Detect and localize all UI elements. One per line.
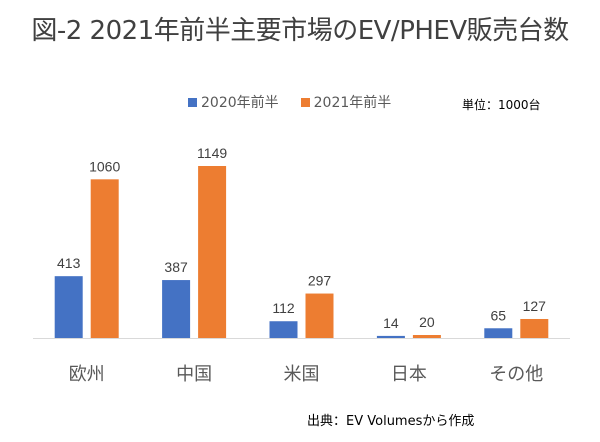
bar-2020-3 xyxy=(376,335,405,338)
legend-item-2021: 2021年前半 xyxy=(300,92,392,112)
source-note: 出典：EV Volumesから作成 xyxy=(307,414,475,429)
legend-item-2020: 2020年前半 xyxy=(188,92,279,112)
bar-2020-1 xyxy=(162,280,191,338)
data-label: 14 xyxy=(383,315,399,331)
category-label: 欧州 xyxy=(69,364,105,385)
category-label: 日本 xyxy=(391,364,427,385)
data-label: 413 xyxy=(57,255,81,271)
bar-2021-1 xyxy=(198,166,227,338)
legend-swatch-2021 xyxy=(300,97,310,107)
data-label: 20 xyxy=(419,314,435,330)
data-label: 387 xyxy=(164,259,188,275)
data-label: 127 xyxy=(523,298,547,314)
data-label: 1149 xyxy=(197,145,227,161)
bar-2021-4 xyxy=(520,318,549,338)
legend-label-2021: 2021年前半 xyxy=(313,95,392,111)
bar-2020-2 xyxy=(269,321,298,338)
bar-2021-2 xyxy=(305,293,334,338)
legend-swatch-2020 xyxy=(188,97,197,107)
data-label: 65 xyxy=(491,307,507,323)
bar-2021-0 xyxy=(90,179,119,338)
category-label: その他 xyxy=(489,364,543,385)
bar-2020-0 xyxy=(54,276,83,338)
legend-label-2020: 2020年前半 xyxy=(201,95,279,111)
bar-2020-4 xyxy=(484,328,513,338)
data-label: 297 xyxy=(308,273,332,289)
unit-note: 単位：1000台 xyxy=(462,98,541,112)
data-label: 112 xyxy=(272,300,295,316)
bar-2021-3 xyxy=(412,335,441,338)
legend: 2020年前半 2021年前半 xyxy=(188,92,413,112)
category-label: 米国 xyxy=(284,364,320,385)
data-label: 1060 xyxy=(89,158,120,174)
chart-title: 図-2 2021年前半主要市場のEV/PHEV販売台数 xyxy=(31,16,569,46)
category-label: 中国 xyxy=(176,364,212,385)
